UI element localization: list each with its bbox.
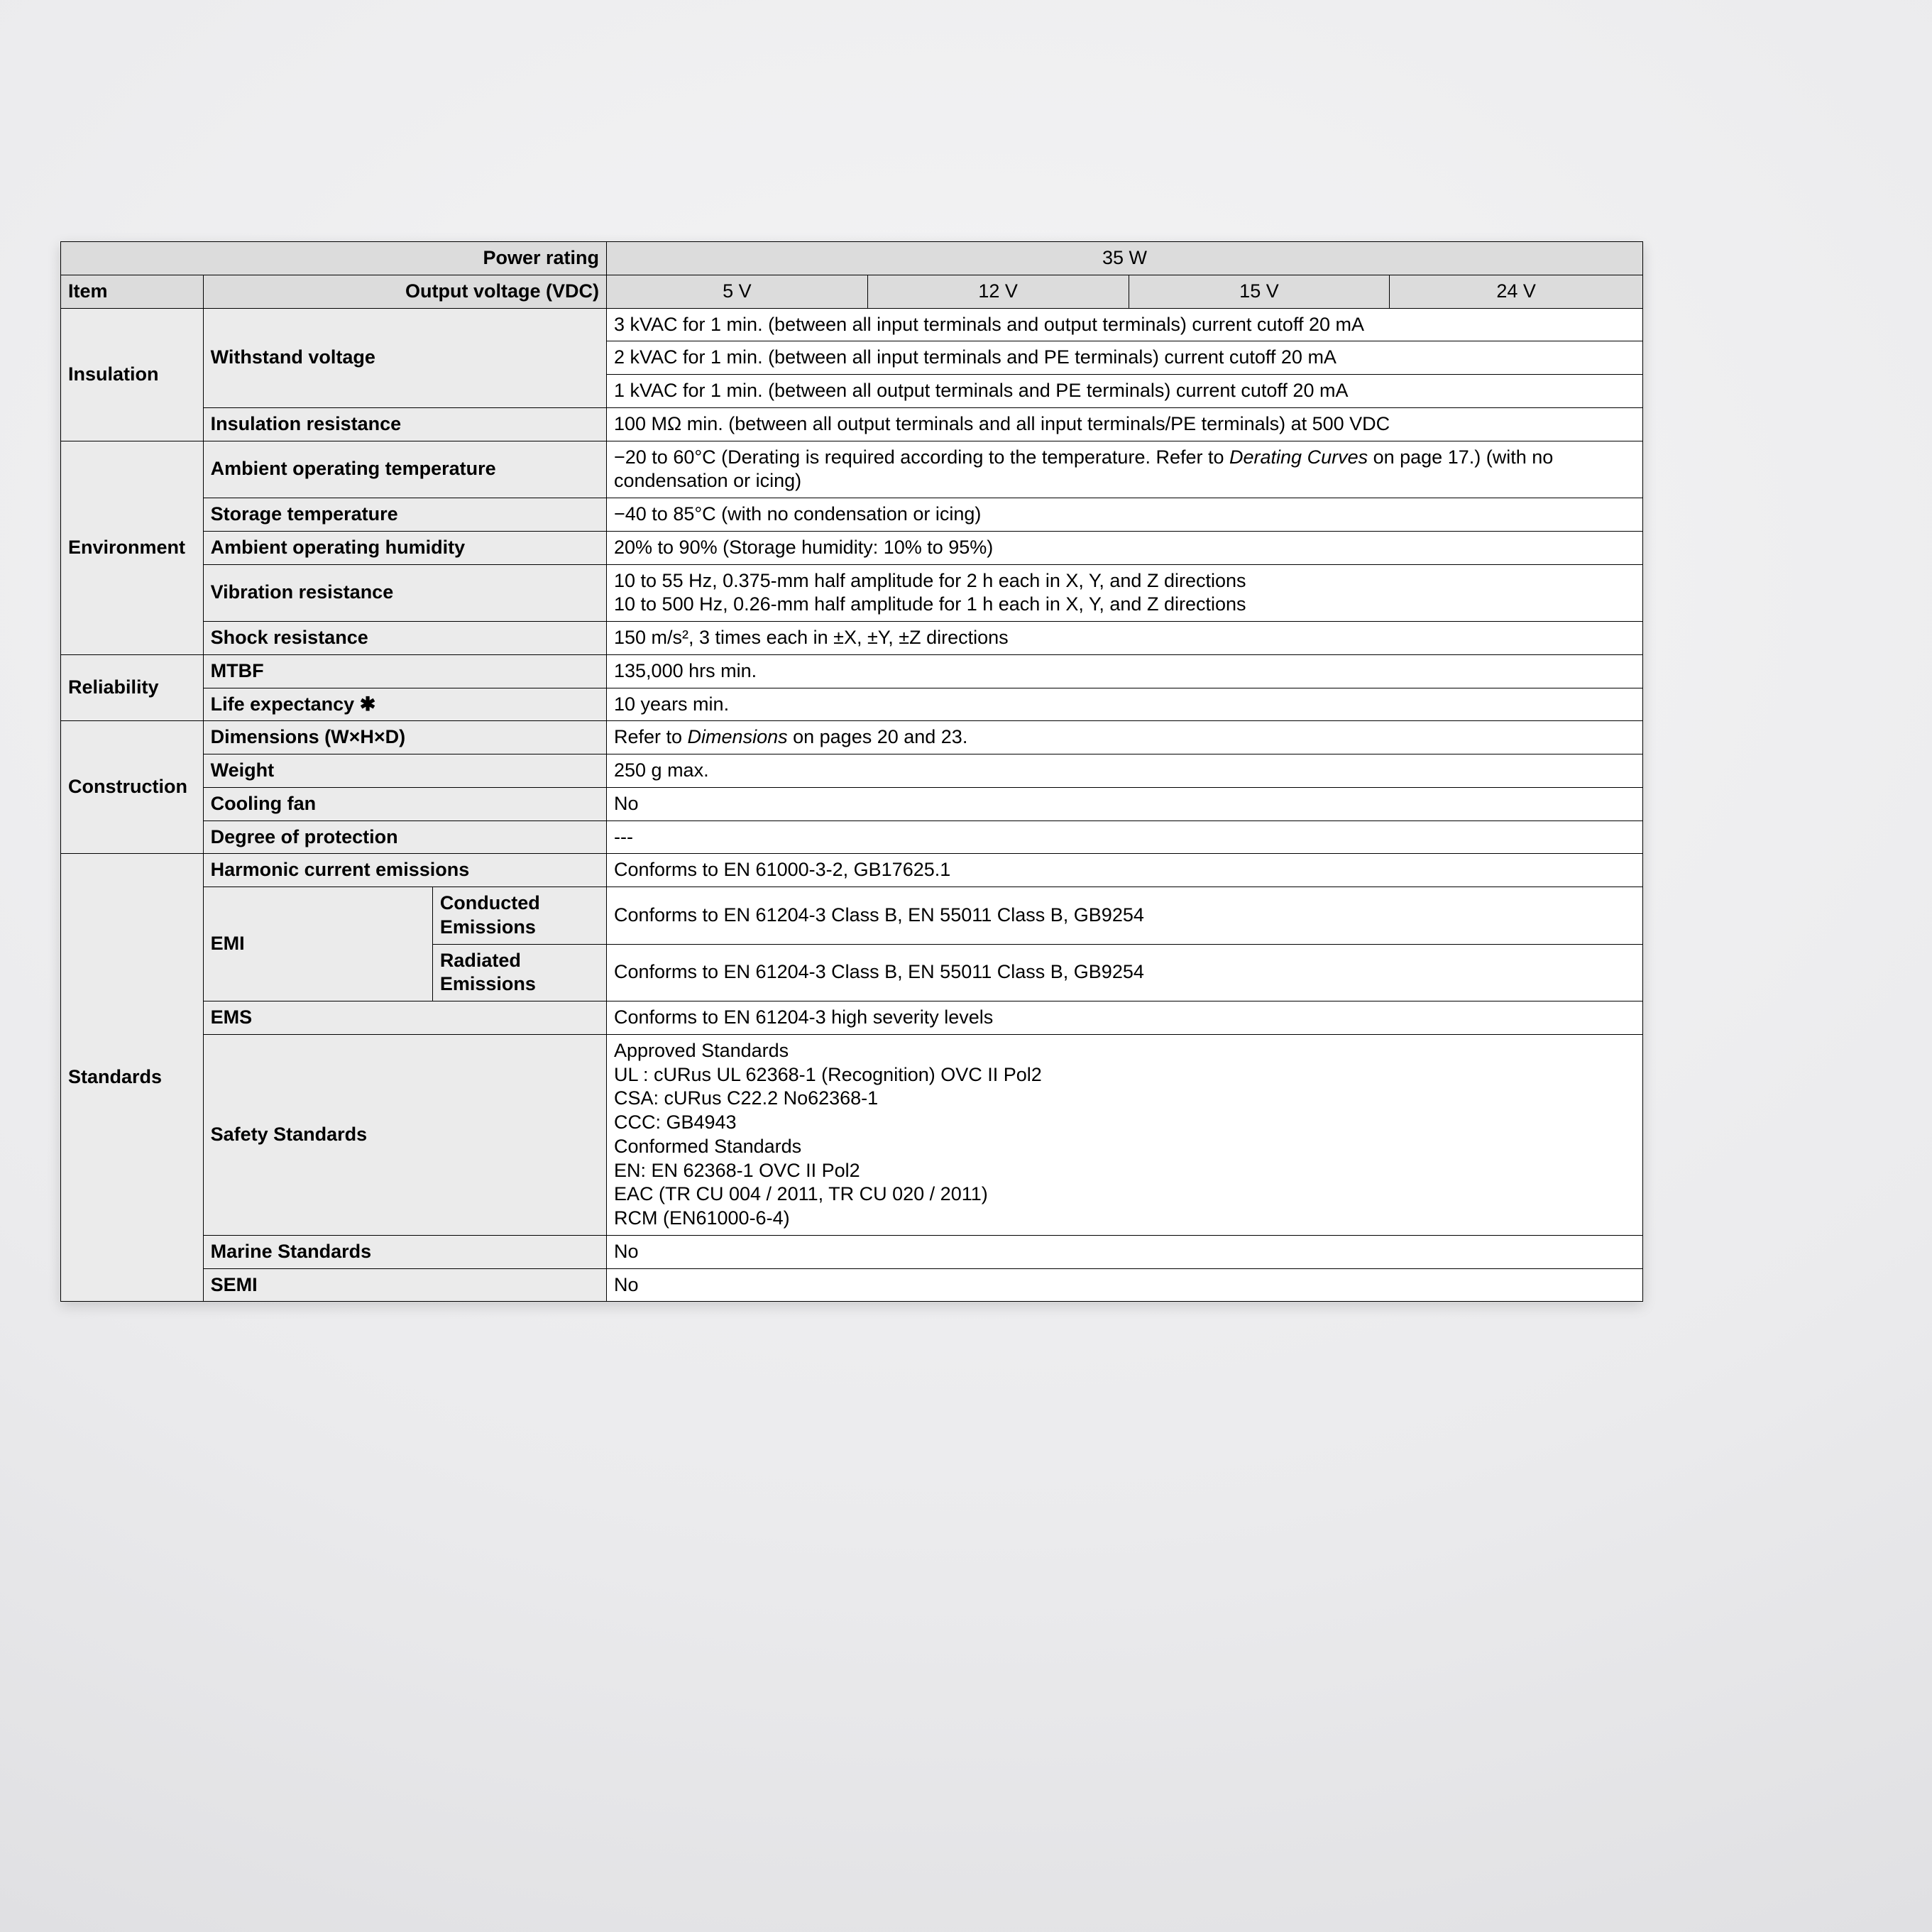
- env-label-0: Ambient operating temperature: [203, 441, 606, 498]
- table-row: Safety Standards Approved StandardsUL : …: [61, 1034, 1643, 1235]
- table-row: Life expectancy ✱ 10 years min.: [61, 688, 1643, 721]
- table-row: Vibration resistance 10 to 55 Hz, 0.375-…: [61, 564, 1643, 622]
- table-row: Standards Harmonic current emissions Con…: [61, 854, 1643, 887]
- con-value-2: No: [607, 787, 1643, 820]
- ems-value: Conforms to EN 61204-3 high severity lev…: [607, 1001, 1643, 1035]
- ems-label: EMS: [203, 1001, 606, 1035]
- cat-reliability: Reliability: [61, 654, 204, 721]
- table-row: Environment Ambient operating temperatur…: [61, 441, 1643, 498]
- semi-value: No: [607, 1268, 1643, 1302]
- con-value-3: ---: [607, 820, 1643, 854]
- marine-label: Marine Standards: [203, 1235, 606, 1268]
- con-value-1: 250 g max.: [607, 754, 1643, 788]
- env-label-4: Shock resistance: [203, 622, 606, 655]
- voltage-col-0: 5 V: [607, 275, 868, 308]
- table-row: Cooling fan No: [61, 787, 1643, 820]
- table-row: Shock resistance 150 m/s², 3 times each …: [61, 622, 1643, 655]
- emi-label: EMI: [203, 887, 432, 1001]
- withstand-voltage-label: Withstand voltage: [203, 308, 606, 407]
- env-value-3: 10 to 55 Hz, 0.375-mm half amplitude for…: [607, 564, 1643, 622]
- power-rating-value: 35 W: [607, 242, 1643, 275]
- cat-insulation: Insulation: [61, 308, 204, 441]
- table-row: Storage temperature −40 to 85°C (with no…: [61, 498, 1643, 532]
- table-row: SEMI No: [61, 1268, 1643, 1302]
- con-value-0: Refer to Dimensions on pages 20 and 23.: [607, 721, 1643, 754]
- env-label-2: Ambient operating humidity: [203, 531, 606, 564]
- voltage-col-2: 15 V: [1129, 275, 1390, 308]
- cat-standards: Standards: [61, 854, 204, 1302]
- con-label-1: Weight: [203, 754, 606, 788]
- harmonic-label: Harmonic current emissions: [203, 854, 606, 887]
- rel-label-0: MTBF: [203, 654, 606, 688]
- voltage-col-3: 24 V: [1390, 275, 1643, 308]
- table-row: EMI Conducted Emissions Conforms to EN 6…: [61, 887, 1643, 945]
- safety-value: Approved StandardsUL : cURus UL 62368-1 …: [607, 1034, 1643, 1235]
- env-label-1: Storage temperature: [203, 498, 606, 532]
- emi-conducted-label: Conducted Emissions: [432, 887, 606, 945]
- table-row: Weight 250 g max.: [61, 754, 1643, 788]
- withstand-value-0: 3 kVAC for 1 min. (between all input ter…: [607, 308, 1643, 341]
- table-row: Marine Standards No: [61, 1235, 1643, 1268]
- marine-value: No: [607, 1235, 1643, 1268]
- table-row: Insulation resistance 100 MΩ min. (betwe…: [61, 407, 1643, 441]
- env-value-2: 20% to 90% (Storage humidity: 10% to 95%…: [607, 531, 1643, 564]
- semi-label: SEMI: [203, 1268, 606, 1302]
- voltage-col-1: 12 V: [867, 275, 1129, 308]
- emi-conducted-value: Conforms to EN 61204-3 Class B, EN 55011…: [607, 887, 1643, 945]
- output-voltage-label: Output voltage (VDC): [203, 275, 606, 308]
- harmonic-value: Conforms to EN 61000-3-2, GB17625.1: [607, 854, 1643, 887]
- con-label-3: Degree of protection: [203, 820, 606, 854]
- table-row: Ambient operating humidity 20% to 90% (S…: [61, 531, 1643, 564]
- table-row: Construction Dimensions (W×H×D) Refer to…: [61, 721, 1643, 754]
- emi-radiated-label: Radiated Emissions: [432, 944, 606, 1001]
- safety-label: Safety Standards: [203, 1034, 606, 1235]
- env-value-1: −40 to 85°C (with no condensation or ici…: [607, 498, 1643, 532]
- table-row: Degree of protection ---: [61, 820, 1643, 854]
- insulation-resistance-value: 100 MΩ min. (between all output terminal…: [607, 407, 1643, 441]
- env-value-4: 150 m/s², 3 times each in ±X, ±Y, ±Z dir…: [607, 622, 1643, 655]
- withstand-value-1: 2 kVAC for 1 min. (between all input ter…: [607, 341, 1643, 375]
- rel-value-0: 135,000 hrs min.: [607, 654, 1643, 688]
- rel-value-1: 10 years min.: [607, 688, 1643, 721]
- power-rating-label: Power rating: [61, 242, 607, 275]
- spec-sheet: Power rating 35 W Item Output voltage (V…: [60, 241, 1643, 1302]
- con-label-2: Cooling fan: [203, 787, 606, 820]
- table-row: EMS Conforms to EN 61204-3 high severity…: [61, 1001, 1643, 1035]
- header-row-power: Power rating 35 W: [61, 242, 1643, 275]
- item-label: Item: [61, 275, 204, 308]
- spec-table: Power rating 35 W Item Output voltage (V…: [60, 241, 1643, 1302]
- env-value-0: −20 to 60°C (Derating is required accord…: [607, 441, 1643, 498]
- emi-radiated-value: Conforms to EN 61204-3 Class B, EN 55011…: [607, 944, 1643, 1001]
- env-label-3: Vibration resistance: [203, 564, 606, 622]
- cat-construction: Construction: [61, 721, 204, 854]
- header-row-voltage: Item Output voltage (VDC) 5 V 12 V 15 V …: [61, 275, 1643, 308]
- withstand-value-2: 1 kVAC for 1 min. (between all output te…: [607, 375, 1643, 408]
- con-label-0: Dimensions (W×H×D): [203, 721, 606, 754]
- table-row: Insulation Withstand voltage 3 kVAC for …: [61, 308, 1643, 341]
- table-row: Reliability MTBF 135,000 hrs min.: [61, 654, 1643, 688]
- page-background: Power rating 35 W Item Output voltage (V…: [0, 0, 1932, 1932]
- insulation-resistance-label: Insulation resistance: [203, 407, 606, 441]
- cat-environment: Environment: [61, 441, 204, 654]
- rel-label-1: Life expectancy ✱: [203, 688, 606, 721]
